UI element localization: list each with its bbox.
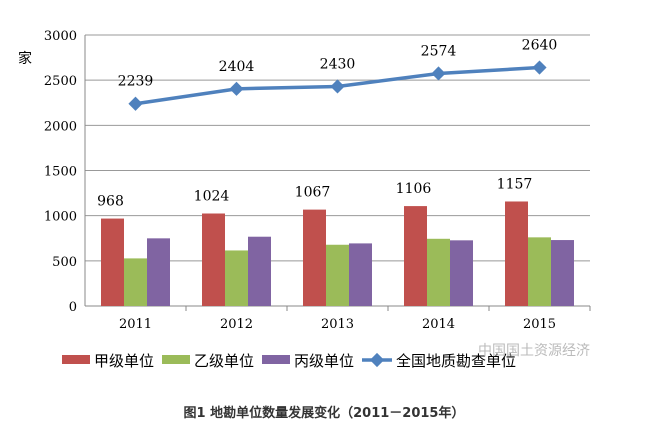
x-tick-label: 2012 — [220, 317, 253, 332]
legend-label: 丙级单位 — [294, 352, 354, 370]
data-label: 1157 — [497, 176, 533, 192]
y-tick-label: 1500 — [44, 165, 77, 180]
bar-1-2015 — [528, 237, 551, 306]
line-point — [128, 96, 143, 111]
legend-swatch — [262, 355, 290, 364]
x-tick-label: 2014 — [422, 317, 455, 332]
bar-2-2014 — [450, 240, 473, 306]
y-tick-label: 3000 — [44, 29, 77, 44]
bar-2-2012 — [248, 236, 271, 306]
x-tick-label: 2015 — [523, 317, 556, 332]
bar-1-2014 — [427, 238, 450, 306]
bar-2-2013 — [349, 243, 372, 306]
x-tick-label: 2011 — [119, 317, 152, 332]
bar-0-2013 — [303, 209, 326, 306]
data-label: 2404 — [219, 59, 255, 75]
bar-1-2012 — [225, 250, 248, 306]
bar-0-2015 — [505, 201, 528, 306]
line-point — [229, 81, 244, 96]
bar-0-2012 — [202, 213, 225, 306]
y-axis-label: 家 — [18, 50, 32, 67]
bar-0-2011 — [101, 218, 124, 306]
data-label: 1024 — [194, 188, 230, 204]
data-label: 1106 — [396, 181, 432, 197]
watermark: 中国国土资源经济 — [478, 343, 590, 359]
legend-swatch — [62, 355, 90, 364]
bar-1-2011 — [124, 258, 147, 306]
data-label: 2430 — [320, 56, 356, 72]
line-point — [330, 79, 345, 94]
legend-marker — [369, 352, 385, 368]
data-label: 2640 — [522, 38, 558, 54]
data-label: 1067 — [295, 185, 331, 201]
bar-0-2014 — [404, 206, 427, 306]
bar-1-2013 — [326, 244, 349, 306]
bar-2-2015 — [551, 240, 574, 306]
data-label: 968 — [97, 194, 124, 210]
x-tick-label: 2013 — [321, 317, 354, 332]
legend-label: 全国地质勘查单位 — [396, 352, 516, 370]
y-tick-label: 2000 — [44, 119, 77, 134]
y-tick-label: 500 — [52, 255, 77, 270]
y-tick-label: 0 — [69, 300, 77, 315]
y-tick-label: 2500 — [44, 74, 77, 89]
bar-2-2011 — [147, 238, 170, 306]
line-point — [532, 60, 547, 75]
legend-label: 甲级单位 — [94, 352, 154, 370]
line-point — [431, 66, 446, 81]
data-label: 2574 — [421, 43, 457, 59]
data-label: 2239 — [118, 74, 154, 90]
chart-title: 图1 地勘单位数量发展变化（2011－2015年） — [183, 406, 465, 421]
y-tick-label: 1000 — [44, 210, 77, 225]
legend-swatch — [162, 355, 190, 364]
legend-label: 乙级单位 — [194, 352, 254, 370]
chart: 0 500 1000 1500 2000 2500 3000 家 2011 2012 2013 201… — [18, 29, 591, 370]
